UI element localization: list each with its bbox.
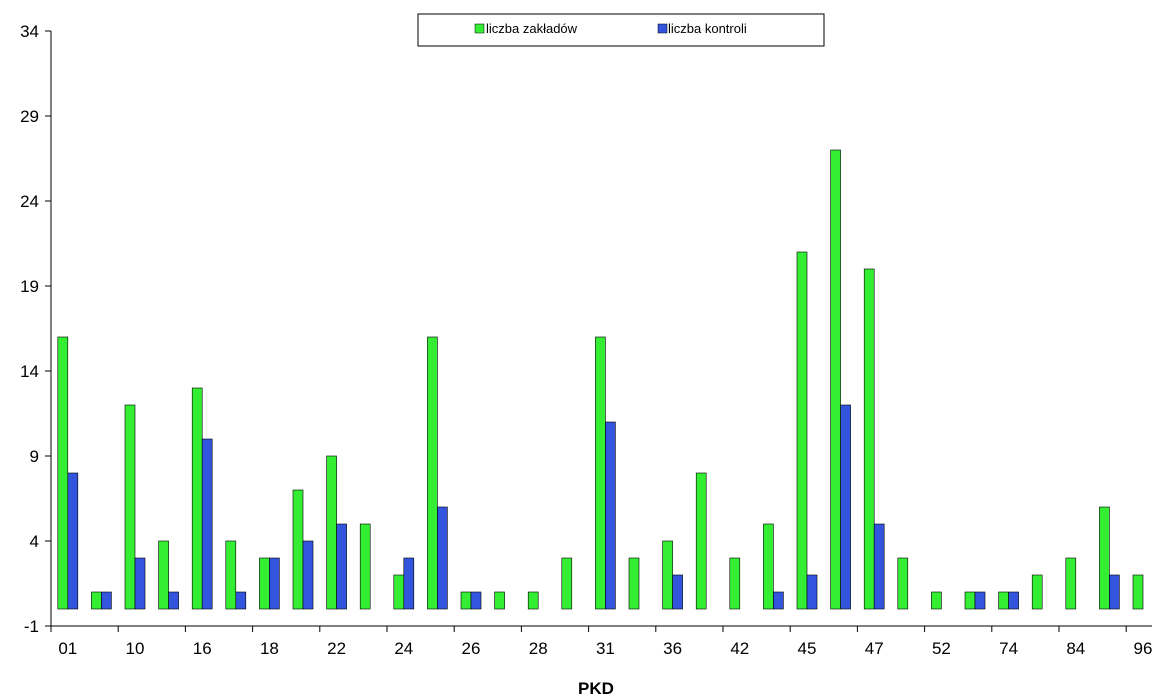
x-tick-label: 84	[1066, 639, 1085, 658]
bar-zaklady	[763, 523, 774, 610]
bar-zaklady	[393, 574, 405, 610]
bar-zaklady	[259, 557, 270, 610]
bar-zaklady	[561, 557, 573, 610]
x-tick-label: 26	[462, 639, 481, 658]
bar-zaklady	[527, 591, 539, 610]
x-tick-label: 47	[865, 639, 884, 658]
bar-kontroli	[773, 591, 784, 610]
bar-zaklady	[830, 149, 841, 610]
x-tick-label: 42	[730, 639, 749, 658]
bar-zaklady	[998, 591, 1009, 610]
x-ticks: 01 10 16 18 22 24 26 28 31 36 42 45 47 52 74 84 96	[50, 626, 1152, 658]
axes-layer	[50, 31, 1152, 627]
x-tick-label: 45	[798, 639, 817, 658]
x-tick-label: 16	[193, 639, 212, 658]
bar-zaklady	[695, 472, 707, 610]
x-axis-title: PKD	[578, 679, 614, 698]
bar-kontroli	[672, 574, 683, 610]
bar-zaklady	[191, 387, 203, 610]
bar-zaklady	[662, 540, 673, 610]
bar-zaklady	[91, 591, 102, 610]
legend-swatch-kontroli	[657, 23, 668, 34]
bar-kontroli	[1008, 591, 1019, 610]
bar-kontroli	[101, 591, 112, 610]
bar-kontroli	[840, 404, 851, 610]
legend-label-zaklady: liczba zakładów	[486, 21, 578, 36]
bar-kontroli	[806, 574, 818, 610]
bar-kontroli	[974, 591, 986, 610]
bar-zaklady	[1132, 574, 1144, 610]
bar-zaklady	[964, 591, 976, 610]
bar-zaklady	[292, 489, 304, 610]
bar-zaklady	[628, 557, 640, 610]
x-tick-label: 24	[394, 639, 413, 658]
bar-kontroli	[470, 591, 482, 610]
y-ticks: -1 4 9 14 19 24 29 34	[20, 22, 51, 636]
x-tick-label: 18	[260, 639, 279, 658]
y-tick-label: -1	[24, 617, 39, 636]
bar-kontroli	[1109, 574, 1120, 610]
legend-swatch-zaklady	[474, 23, 485, 34]
x-tick-label: 36	[663, 639, 682, 658]
bar-zaklady	[225, 540, 237, 610]
bar-zaklady	[729, 557, 741, 610]
bar-kontroli	[873, 523, 885, 610]
x-tick-label: 96	[1134, 639, 1152, 658]
bar-kontroli	[269, 557, 280, 610]
bar-kontroli	[437, 506, 448, 610]
bar-zaklady	[158, 540, 169, 610]
bar-kontroli	[302, 540, 314, 610]
x-tick-label: 52	[932, 639, 951, 658]
legend-label-kontroli: liczba kontroli	[668, 21, 747, 36]
bar-zaklady	[326, 455, 337, 610]
y-tick-label: 19	[20, 277, 39, 296]
bar-zaklady	[595, 336, 606, 610]
x-tick-label: 10	[126, 639, 145, 658]
bar-zaklady	[1031, 574, 1043, 610]
bar-zaklady	[796, 251, 808, 610]
bar-zaklady	[359, 523, 371, 610]
y-tick-label: 14	[20, 362, 39, 381]
legend: liczba zakładów liczba kontroli	[417, 13, 825, 47]
bar-zaklady	[427, 336, 438, 610]
bar-zaklady	[57, 336, 69, 610]
y-tick-label: 29	[20, 107, 39, 126]
bar-zaklady	[931, 591, 942, 610]
bar-zaklady	[124, 404, 136, 610]
bar-kontroli	[134, 557, 146, 610]
bar-kontroli	[67, 472, 79, 610]
y-tick-label: 24	[20, 192, 39, 211]
bar-zaklady	[1065, 557, 1077, 610]
bar-zaklady	[897, 557, 909, 610]
bar-kontroli	[605, 421, 616, 610]
x-tick-label: 74	[999, 639, 1018, 658]
bar-kontroli	[235, 591, 247, 610]
bar-kontroli	[201, 438, 213, 610]
bar-zaklady	[460, 591, 472, 610]
x-tick-label: 31	[596, 639, 615, 658]
y-tick-label: 34	[20, 22, 39, 41]
bar-zaklady	[863, 268, 875, 610]
x-tick-label: 28	[529, 639, 548, 658]
bar-kontroli	[403, 557, 415, 610]
bars-layer	[57, 149, 1144, 610]
bar-zaklady	[494, 591, 505, 610]
x-tick-label: 01	[58, 639, 77, 658]
y-tick-label: 4	[30, 532, 39, 551]
bar-kontroli	[336, 523, 347, 610]
y-tick-label: 9	[30, 447, 39, 466]
bar-zaklady	[1099, 506, 1110, 610]
bar-kontroli	[168, 591, 179, 610]
legend-box	[417, 13, 825, 47]
x-tick-label: 22	[327, 639, 346, 658]
